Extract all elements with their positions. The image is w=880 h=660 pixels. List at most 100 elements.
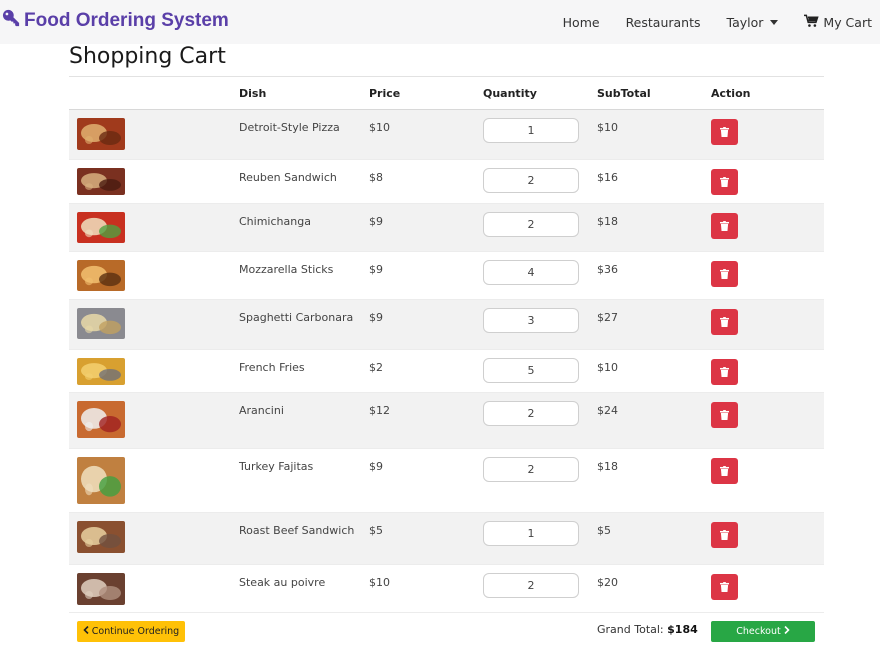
dish-thumbnail [77, 573, 125, 605]
trash-icon [720, 317, 729, 327]
quantity-input[interactable] [483, 308, 579, 333]
subtotal-cell: $18 [597, 448, 711, 513]
dish-subtotal: $16 [597, 171, 618, 184]
price-cell: $9 [369, 448, 483, 513]
delete-item-button[interactable] [711, 522, 738, 548]
dish-cell: Detroit-Style Pizza [239, 109, 369, 160]
price-cell: $8 [369, 159, 483, 204]
dish-name: Steak au poivre [239, 576, 326, 589]
checkout-button[interactable]: Checkout [711, 621, 815, 642]
brand-link[interactable]: Food Ordering System [2, 9, 229, 33]
quantity-input[interactable] [483, 521, 579, 546]
price-cell: $9 [369, 299, 483, 350]
cart-icon [804, 14, 820, 31]
caret-down-icon [770, 19, 779, 25]
price-cell: $12 [369, 392, 483, 449]
price-cell: $9 [369, 203, 483, 252]
dish-thumbnail [77, 168, 125, 195]
dish-cell: Chimichanga [239, 203, 369, 252]
quantity-cell [483, 564, 597, 613]
quantity-cell [483, 299, 597, 350]
nav-my-cart[interactable]: My Cart [804, 14, 872, 31]
action-cell [711, 512, 824, 565]
dish-price: $8 [369, 171, 383, 184]
dish-cell: Spaghetti Carbonara [239, 299, 369, 350]
dish-subtotal: $18 [597, 460, 618, 473]
dish-cell: Steak au poivre [239, 564, 369, 613]
dish-price: $5 [369, 524, 383, 537]
action-cell [711, 109, 824, 160]
trash-icon [720, 530, 729, 540]
subtotal-cell: $27 [597, 299, 711, 350]
quantity-cell [483, 203, 597, 252]
dish-subtotal: $24 [597, 404, 618, 417]
dish-thumbnail [77, 358, 125, 385]
subtotal-cell: $16 [597, 159, 711, 204]
subtotal-cell: $24 [597, 392, 711, 449]
dish-name: Turkey Fajitas [239, 460, 314, 473]
dish-image-cell [69, 109, 239, 160]
delete-item-button[interactable] [711, 458, 738, 484]
delete-item-button[interactable] [711, 574, 738, 600]
quantity-cell [483, 349, 597, 393]
dish-subtotal: $27 [597, 311, 618, 324]
dish-name: Spaghetti Carbonara [239, 311, 354, 324]
header-action: Action [711, 77, 824, 110]
cart-table: Dish Price Quantity SubTotal Action Detr… [69, 77, 824, 613]
delete-item-button[interactable] [711, 261, 738, 287]
nav-home[interactable]: Home [562, 14, 600, 30]
dish-thumbnail [77, 401, 125, 438]
dish-price: $9 [369, 460, 383, 473]
dish-name: Detroit-Style Pizza [239, 121, 340, 134]
quantity-input[interactable] [483, 118, 579, 143]
dish-image-cell [69, 564, 239, 613]
delete-item-button[interactable] [711, 359, 738, 385]
quantity-input[interactable] [483, 457, 579, 482]
quantity-input[interactable] [483, 260, 579, 285]
nav-user-dropdown[interactable]: Taylor [727, 15, 779, 30]
quantity-cell [483, 109, 597, 160]
nav-restaurants[interactable]: Restaurants [625, 14, 701, 30]
dish-name: Arancini [239, 404, 284, 417]
delete-item-button[interactable] [711, 309, 738, 335]
action-cell [711, 159, 824, 204]
delete-item-button[interactable] [711, 119, 738, 145]
delete-item-button[interactable] [711, 169, 738, 195]
quantity-input[interactable] [483, 401, 579, 426]
table-row: Chimichanga $9 $18 [69, 203, 824, 252]
dish-thumbnail [77, 457, 125, 504]
dish-name: Roast Beef Sandwich [239, 524, 355, 537]
key-icon [2, 9, 20, 33]
dish-cell: Turkey Fajitas [239, 448, 369, 513]
dish-thumbnail [77, 260, 125, 291]
subtotal-cell: $10 [597, 349, 711, 393]
trash-icon [720, 269, 729, 279]
dish-cell: Reuben Sandwich [239, 159, 369, 204]
header-image [69, 77, 239, 110]
dish-price: $10 [369, 576, 390, 589]
table-row: Steak au poivre $10 $20 [69, 564, 824, 613]
table-row: Spaghetti Carbonara $9 $27 [69, 299, 824, 350]
dish-cell: Roast Beef Sandwich [239, 512, 369, 565]
chevron-right-icon [784, 625, 790, 637]
brand-title: Food Ordering System [24, 10, 229, 31]
title-divider [69, 76, 824, 77]
price-cell: $10 [369, 109, 483, 160]
quantity-input[interactable] [483, 358, 579, 383]
table-row: Arancini $12 $24 [69, 392, 824, 449]
quantity-input[interactable] [483, 168, 579, 193]
trash-icon [720, 127, 729, 137]
dish-image-cell [69, 203, 239, 252]
price-cell: $10 [369, 564, 483, 613]
quantity-input[interactable] [483, 573, 579, 598]
chevron-left-icon [83, 625, 89, 637]
dish-thumbnail [77, 212, 125, 243]
delete-item-button[interactable] [711, 402, 738, 428]
dish-thumbnail [77, 118, 125, 150]
trash-icon [720, 177, 729, 187]
quantity-input[interactable] [483, 212, 579, 237]
dish-cell: Mozzarella Sticks [239, 251, 369, 300]
delete-item-button[interactable] [711, 213, 738, 239]
continue-ordering-button[interactable]: Continue Ordering [77, 621, 185, 642]
action-cell [711, 251, 824, 300]
